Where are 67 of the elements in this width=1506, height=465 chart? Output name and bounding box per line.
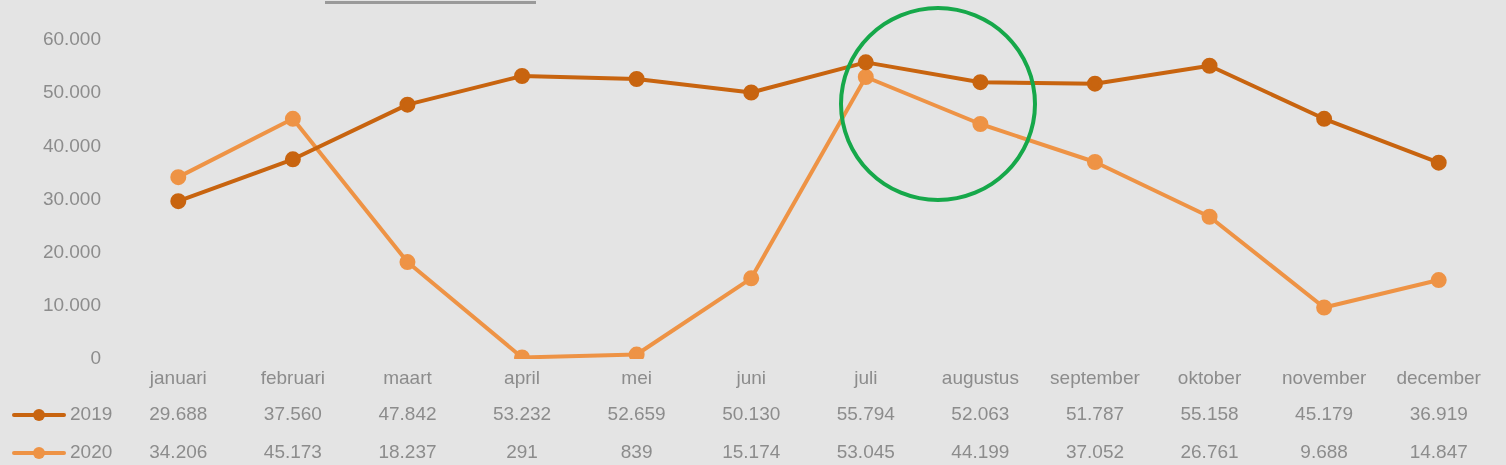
x-tick-label: november xyxy=(1281,366,1368,388)
data-label: 47.842 xyxy=(378,403,437,425)
x-tick-label: september xyxy=(1050,366,1141,388)
data-label: 53.232 xyxy=(492,403,552,425)
data-label: 55.794 xyxy=(836,403,896,425)
point xyxy=(1430,272,1447,289)
x-tick-label: oktober xyxy=(1177,366,1242,388)
y-tick-label: 20.000 xyxy=(42,240,101,262)
y-tick-label: 0 xyxy=(90,347,101,369)
point xyxy=(399,96,416,113)
data-label: 44.199 xyxy=(951,441,1010,463)
point xyxy=(284,110,301,127)
point xyxy=(972,116,989,133)
data-label: 18.237 xyxy=(378,441,437,463)
x-tick-label: augustus xyxy=(941,366,1019,388)
point xyxy=(1316,110,1333,127)
data-label: 37.560 xyxy=(263,403,322,425)
data-label: 45.173 xyxy=(263,441,322,463)
x-tick-label: mei xyxy=(621,366,652,388)
data-label: 52.659 xyxy=(607,403,666,425)
x-tick-label: december xyxy=(1396,366,1482,388)
point xyxy=(1201,208,1218,225)
data-label: 37.052 xyxy=(1065,441,1125,463)
point xyxy=(170,169,187,186)
point xyxy=(1430,154,1447,171)
data-label: 53.045 xyxy=(836,441,895,463)
data-label: 55.158 xyxy=(1180,403,1239,425)
y-tick-label: 50.000 xyxy=(42,81,101,103)
data-label: 29.688 xyxy=(149,403,208,425)
point xyxy=(284,151,301,168)
data-label: 15.174 xyxy=(722,441,781,463)
x-tick-label: maart xyxy=(383,366,433,388)
x-tick-label: januari xyxy=(148,366,207,388)
data-label: 45.179 xyxy=(1295,403,1354,425)
data-label: 50.130 xyxy=(722,403,781,425)
y-tick-label: 60.000 xyxy=(42,28,101,50)
x-tick-label: juli xyxy=(853,366,878,388)
point xyxy=(170,193,187,210)
point xyxy=(743,270,760,287)
point xyxy=(1086,75,1103,92)
data-label: 34.206 xyxy=(149,441,208,463)
point xyxy=(857,68,874,85)
data-label: 9.688 xyxy=(1300,441,1348,463)
point xyxy=(514,67,531,84)
data-label: 51.787 xyxy=(1065,403,1125,425)
x-tick-label: juni xyxy=(735,366,766,388)
legend-label: 2019 xyxy=(70,403,113,425)
point xyxy=(972,74,989,91)
y-tick-label: 10.000 xyxy=(42,294,101,316)
y-tick-label: 40.000 xyxy=(42,134,101,156)
x-tick-label: februari xyxy=(260,366,326,388)
point xyxy=(1201,57,1218,74)
point xyxy=(857,54,874,71)
data-label: 26.761 xyxy=(1180,441,1239,463)
data-label: 14.847 xyxy=(1409,441,1468,463)
point xyxy=(1086,154,1103,171)
y-tick-label: 30.000 xyxy=(42,187,101,209)
data-label: 36.919 xyxy=(1409,403,1468,425)
point xyxy=(743,84,760,101)
data-label: 52.063 xyxy=(951,403,1010,425)
legend-label: 2020 xyxy=(70,441,113,463)
data-label: 291 xyxy=(506,441,538,463)
data-label: 839 xyxy=(620,441,653,463)
point xyxy=(1316,299,1333,316)
point xyxy=(399,254,416,271)
x-tick-label: april xyxy=(504,366,540,388)
point xyxy=(628,71,645,88)
